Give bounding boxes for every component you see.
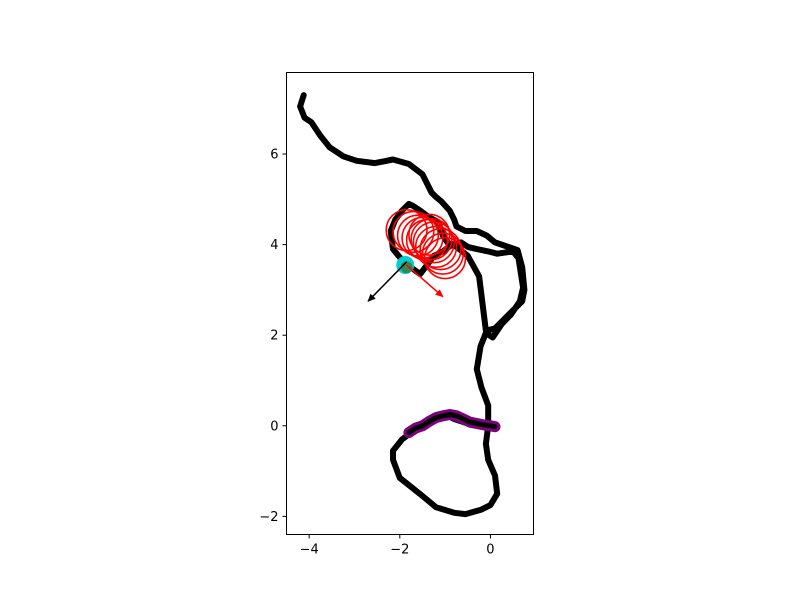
axes-frame: [286, 72, 534, 535]
plot-area: [297, 92, 528, 518]
x-tick-label: −2: [390, 543, 409, 558]
uncertainty-circle: [392, 210, 435, 254]
axis-ticks: −4 −2 0 −2 0 2 4 6: [259, 148, 494, 558]
uncertainty-circle: [408, 213, 451, 256]
direction-arrow: [367, 261, 408, 302]
uncertainty-circle: [419, 227, 462, 271]
y-tick-label: 0: [270, 419, 278, 434]
uncertainty-circle: [423, 237, 467, 280]
series-trajectory-overlay: [406, 412, 498, 436]
uncertainty-circle: [414, 225, 458, 269]
direction-arrow: [406, 264, 444, 298]
y-tick-label: −2: [259, 510, 278, 525]
y-tick-label: 2: [270, 329, 278, 344]
x-tick-label: 0: [486, 543, 494, 558]
x-tick-label: −4: [300, 543, 319, 558]
uncertainty-circle: [412, 221, 455, 264]
y-tick-label: 4: [270, 238, 278, 253]
goal-point-marker: [400, 261, 413, 274]
plot-marks: [297, 92, 528, 518]
y-tick-label: 6: [270, 148, 278, 163]
